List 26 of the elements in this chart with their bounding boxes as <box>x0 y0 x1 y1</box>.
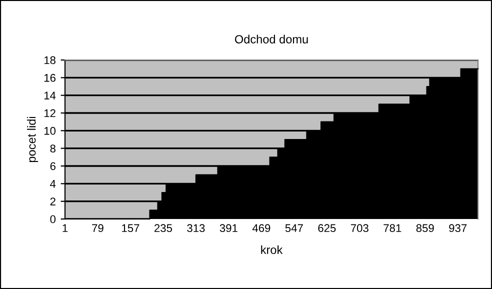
x-tick-label: 859 <box>416 224 434 232</box>
x-tick-label: 625 <box>318 224 336 232</box>
y-tick-label: 12 <box>44 109 56 118</box>
y-tick-label: 16 <box>44 74 56 82</box>
x-tick-label: 79 <box>92 224 104 232</box>
y-tick-label: 10 <box>44 126 56 135</box>
x-tick-label: 157 <box>122 224 140 232</box>
x-tick-label: 1 <box>62 224 68 232</box>
y-tick-label: 6 <box>50 162 56 170</box>
x-tick-label: 235 <box>154 224 172 232</box>
x-tick-label: 937 <box>449 224 467 232</box>
y-axis-title: pocet lidi <box>27 116 38 162</box>
x-tick-label: 391 <box>220 224 238 232</box>
chart-title: Odchod domu <box>234 34 308 44</box>
y-tick-label: 8 <box>50 144 56 152</box>
y-tick-label: 0 <box>50 215 56 224</box>
y-tick-label: 4 <box>50 180 56 188</box>
x-tick-label: 469 <box>252 224 270 232</box>
y-tick-label: 18 <box>44 56 56 64</box>
x-tick-label: 703 <box>350 224 368 232</box>
x-tick-label: 781 <box>384 224 402 232</box>
x-tick-label: 547 <box>285 224 303 232</box>
x-tick-label: 313 <box>187 224 205 232</box>
y-tick-label: 14 <box>44 92 56 100</box>
x-axis-title: krok <box>261 245 283 254</box>
y-tick-label: 2 <box>50 198 56 206</box>
